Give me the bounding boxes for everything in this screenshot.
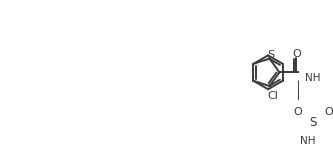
Text: O: O [293,107,302,117]
Text: O: O [325,107,333,117]
Text: O: O [292,49,301,59]
Text: Cl: Cl [267,91,278,101]
Text: NH: NH [300,136,316,146]
Text: S: S [310,116,317,129]
Text: NH: NH [305,73,320,83]
Text: S: S [267,50,275,60]
